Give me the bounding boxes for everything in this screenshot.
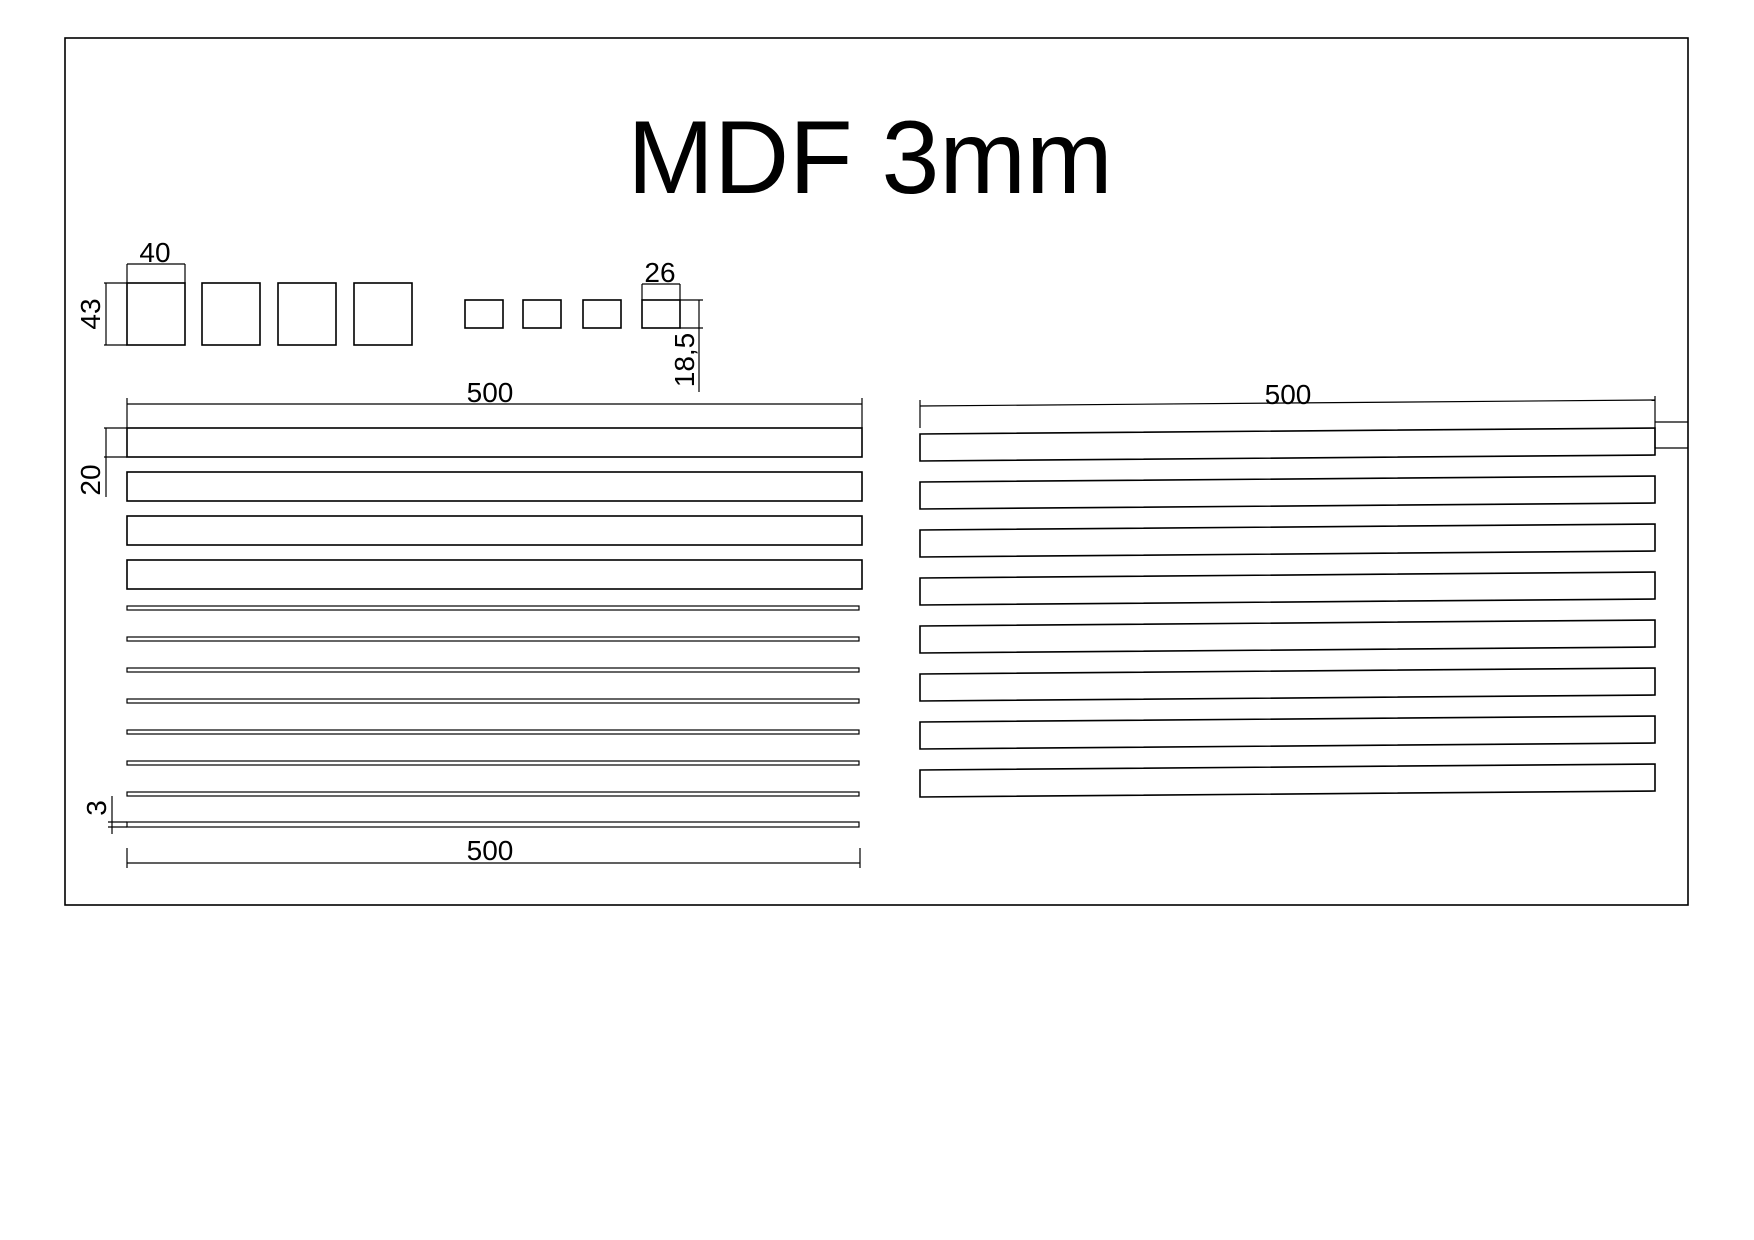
dimension-small-height: 18,5 [669, 299, 703, 392]
dimension-label: 3 [81, 800, 112, 816]
thin-strip [126, 760, 860, 766]
small-parts [464, 299, 681, 329]
thin-strip [126, 698, 860, 704]
thin-strip [126, 667, 860, 673]
thin-strip [126, 729, 860, 735]
dimension-wide-strip-height: 20 [75, 427, 127, 497]
drawing-title: MDF 3mm [627, 100, 1112, 216]
sheet-border [64, 37, 1689, 906]
right-strip [919, 475, 1656, 510]
dimension-small-width: 26 [641, 257, 681, 300]
dimension-left-length-top: 500 [126, 377, 863, 428]
dimension-label: 40 [139, 237, 170, 268]
right-strip [919, 571, 1656, 606]
square-part [277, 282, 337, 346]
square-part [201, 282, 261, 346]
dimension-label: 500 [1265, 379, 1312, 410]
dimension-square-height: 43 [75, 282, 127, 346]
dimension-right-length: 500 [919, 379, 1688, 449]
right-strip [919, 619, 1656, 654]
thin-strip [126, 791, 860, 797]
wide-strip [126, 427, 863, 458]
wide-strip [126, 471, 863, 502]
dimension-label: 26 [644, 257, 675, 288]
right-strip [919, 667, 1656, 702]
thin-strip [126, 605, 860, 611]
right-strip [919, 427, 1656, 462]
small-part [582, 299, 622, 329]
dimension-thin-strip-height: 3 [81, 796, 127, 834]
square-part [126, 282, 186, 346]
dimension-label: 18,5 [669, 333, 700, 388]
right-strip [919, 763, 1656, 798]
wide-strip [126, 515, 863, 546]
small-part [464, 299, 504, 329]
thin-strip [126, 821, 860, 828]
dimension-label: 43 [75, 298, 106, 329]
left-wide-strips [126, 427, 863, 590]
dimension-square-width: 40 [126, 237, 186, 283]
right-strip [919, 523, 1656, 558]
right-strips [919, 427, 1656, 798]
square-parts [126, 282, 413, 346]
small-part [522, 299, 562, 329]
dimension-label: 20 [75, 464, 106, 495]
wide-strip [126, 559, 863, 590]
square-part [353, 282, 413, 346]
dimension-label: 500 [467, 377, 514, 408]
dimension-label: 500 [467, 835, 514, 866]
dimension-left-length-bottom: 500 [126, 835, 861, 868]
thin-strip [126, 636, 860, 642]
right-strip [919, 715, 1656, 750]
small-part [641, 299, 681, 329]
left-thin-strips [126, 605, 860, 828]
